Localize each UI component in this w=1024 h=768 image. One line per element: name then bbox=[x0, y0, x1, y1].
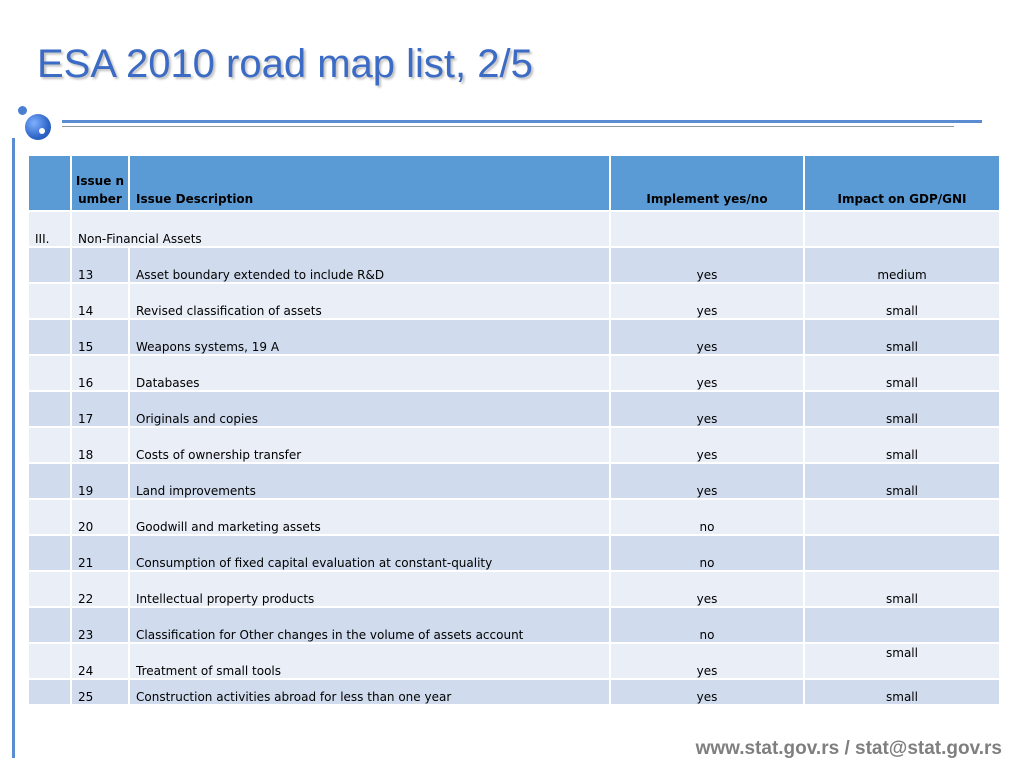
table-row: 13 Asset boundary extended to include R&… bbox=[27, 246, 1001, 284]
row-impact bbox=[803, 534, 1001, 572]
header-issue-number: Issue number bbox=[70, 154, 130, 212]
table-row: 21 Consumption of fixed capital evaluati… bbox=[27, 534, 1001, 572]
row-implement: yes bbox=[609, 246, 805, 284]
row-number: 16 bbox=[70, 354, 130, 392]
row-impact: small bbox=[803, 282, 1001, 320]
row-implement: no bbox=[609, 534, 805, 572]
row-impact: small bbox=[803, 570, 1001, 608]
table-row: 16 Databases yes small bbox=[27, 354, 1001, 392]
row-section-cell bbox=[27, 570, 72, 608]
table-row: 25 Construction activities abroad for le… bbox=[27, 678, 1001, 706]
row-impact: medium bbox=[803, 246, 1001, 284]
row-impact: small bbox=[803, 354, 1001, 392]
small-dot-icon bbox=[18, 106, 27, 115]
row-impact bbox=[803, 606, 1001, 644]
row-impact: small bbox=[803, 462, 1001, 500]
row-number: 24 bbox=[70, 642, 130, 680]
row-number: 19 bbox=[70, 462, 130, 500]
row-description: Treatment of small tools bbox=[128, 642, 611, 680]
header-section bbox=[27, 154, 72, 212]
row-implement: yes bbox=[609, 462, 805, 500]
header-implement: Implement yes/no bbox=[609, 154, 805, 212]
row-implement: yes bbox=[609, 282, 805, 320]
row-section-cell bbox=[27, 318, 72, 356]
table-row: 19 Land improvements yes small bbox=[27, 462, 1001, 500]
footer-contact: www.stat.gov.rs / stat@stat.gov.rs bbox=[695, 738, 1002, 759]
row-section-cell bbox=[27, 606, 72, 644]
table-row: 23 Classification for Other changes in t… bbox=[27, 606, 1001, 644]
row-number: 20 bbox=[70, 498, 130, 536]
row-description: Databases bbox=[128, 354, 611, 392]
header-issue-description: Issue Description bbox=[128, 154, 611, 212]
row-number: 14 bbox=[70, 282, 130, 320]
row-implement: yes bbox=[609, 570, 805, 608]
title-underline-blue bbox=[62, 120, 982, 123]
roadmap-table: Issue number Issue Description Implement… bbox=[27, 154, 1001, 706]
row-number: 22 bbox=[70, 570, 130, 608]
section-title: Non-Financial Assets bbox=[70, 210, 611, 248]
row-impact bbox=[803, 498, 1001, 536]
row-implement: yes bbox=[609, 678, 805, 706]
table-row: 18 Costs of ownership transfer yes small bbox=[27, 426, 1001, 464]
row-impact: small bbox=[803, 426, 1001, 464]
row-implement: yes bbox=[609, 390, 805, 428]
table-row: 14 Revised classification of assets yes … bbox=[27, 282, 1001, 320]
section-implement-cell bbox=[609, 210, 805, 248]
row-section-cell bbox=[27, 498, 72, 536]
row-section-cell bbox=[27, 642, 72, 680]
row-number: 25 bbox=[70, 678, 130, 706]
row-section-cell bbox=[27, 462, 72, 500]
row-description: Costs of ownership transfer bbox=[128, 426, 611, 464]
row-impact: small bbox=[803, 390, 1001, 428]
row-implement: no bbox=[609, 498, 805, 536]
row-description: Weapons systems, 19 A bbox=[128, 318, 611, 356]
header-impact: Impact on GDP/GNI bbox=[803, 154, 1001, 212]
row-number: 17 bbox=[70, 390, 130, 428]
title-underline-grey bbox=[62, 126, 954, 127]
row-description: Land improvements bbox=[128, 462, 611, 500]
row-section-cell bbox=[27, 282, 72, 320]
row-impact: small bbox=[803, 318, 1001, 356]
row-description: Asset boundary extended to include R&D bbox=[128, 246, 611, 284]
row-description: Originals and copies bbox=[128, 390, 611, 428]
row-description: Construction activities abroad for less … bbox=[128, 678, 611, 706]
row-section-cell bbox=[27, 246, 72, 284]
table-row: 22 Intellectual property products yes sm… bbox=[27, 570, 1001, 608]
row-number: 18 bbox=[70, 426, 130, 464]
table-header-row: Issue number Issue Description Implement… bbox=[27, 154, 1001, 212]
row-number: 15 bbox=[70, 318, 130, 356]
row-section-cell bbox=[27, 354, 72, 392]
row-number: 13 bbox=[70, 246, 130, 284]
row-implement: yes bbox=[609, 426, 805, 464]
row-section-cell bbox=[27, 426, 72, 464]
table-row: 20 Goodwill and marketing assets no bbox=[27, 498, 1001, 536]
section-row: III. Non-Financial Assets bbox=[27, 210, 1001, 248]
table-row: 17 Originals and copies yes small bbox=[27, 390, 1001, 428]
row-description: Classification for Other changes in the … bbox=[128, 606, 611, 644]
row-impact: small bbox=[803, 678, 1001, 706]
section-impact-cell bbox=[803, 210, 1001, 248]
row-description: Intellectual property products bbox=[128, 570, 611, 608]
row-impact: small bbox=[803, 642, 1001, 680]
row-number: 23 bbox=[70, 606, 130, 644]
row-description: Consumption of fixed capital evaluation … bbox=[128, 534, 611, 572]
left-accent-rule bbox=[12, 138, 15, 758]
slide-title: ESA 2010 road map list, 2/5 bbox=[37, 42, 533, 86]
table-row: 15 Weapons systems, 19 A yes small bbox=[27, 318, 1001, 356]
table-row: 24 Treatment of small tools yes small bbox=[27, 642, 1001, 680]
row-implement: no bbox=[609, 606, 805, 644]
row-section-cell bbox=[27, 534, 72, 572]
row-description: Revised classification of assets bbox=[128, 282, 611, 320]
row-number: 21 bbox=[70, 534, 130, 572]
row-description: Goodwill and marketing assets bbox=[128, 498, 611, 536]
section-roman: III. bbox=[27, 210, 72, 248]
row-implement: yes bbox=[609, 642, 805, 680]
row-section-cell bbox=[27, 678, 72, 706]
row-implement: yes bbox=[609, 354, 805, 392]
row-section-cell bbox=[27, 390, 72, 428]
row-implement: yes bbox=[609, 318, 805, 356]
large-dot-icon bbox=[25, 114, 51, 140]
